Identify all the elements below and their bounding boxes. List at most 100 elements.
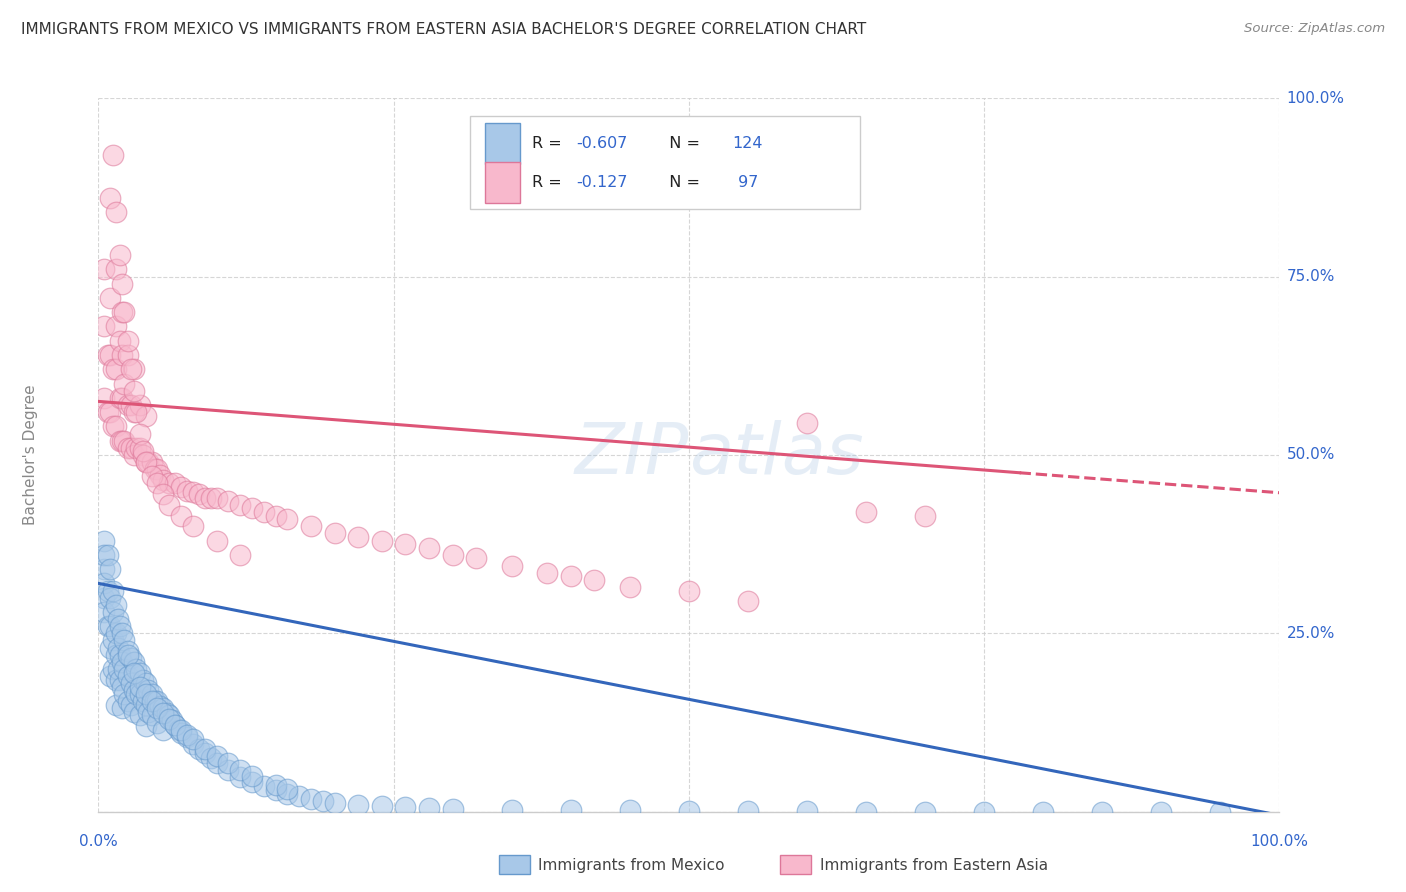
Point bbox=[111, 305, 134, 319]
Point bbox=[107, 662, 129, 676]
Text: 0.0%: 0.0% bbox=[79, 834, 118, 849]
Point bbox=[136, 683, 159, 698]
Text: Bachelor's Degree: Bachelor's Degree bbox=[24, 384, 38, 525]
Point bbox=[98, 640, 121, 655]
Point bbox=[136, 455, 159, 469]
Point bbox=[143, 462, 166, 476]
Point bbox=[146, 701, 169, 715]
Point bbox=[108, 391, 131, 405]
Point bbox=[135, 698, 157, 712]
Point bbox=[122, 683, 145, 698]
Text: N =: N = bbox=[659, 136, 706, 152]
Point bbox=[146, 715, 169, 730]
Text: -0.607: -0.607 bbox=[576, 136, 628, 152]
Point bbox=[135, 676, 157, 690]
Point bbox=[112, 662, 135, 676]
Point bbox=[101, 662, 124, 676]
Point bbox=[141, 455, 163, 469]
Point bbox=[128, 687, 150, 701]
Point bbox=[93, 391, 115, 405]
Point bbox=[117, 644, 139, 658]
Point bbox=[152, 706, 174, 721]
Point bbox=[152, 487, 174, 501]
Point bbox=[205, 749, 228, 764]
Point bbox=[1150, 805, 1173, 819]
Point bbox=[98, 669, 121, 683]
Point bbox=[170, 723, 193, 737]
Point bbox=[111, 626, 134, 640]
Point bbox=[101, 633, 124, 648]
Point bbox=[135, 719, 157, 733]
Point bbox=[98, 619, 121, 633]
Point bbox=[157, 712, 180, 726]
Point bbox=[165, 717, 187, 731]
Point bbox=[101, 583, 124, 598]
Point bbox=[128, 708, 150, 723]
Point bbox=[240, 769, 263, 783]
Point bbox=[187, 487, 209, 501]
Point bbox=[678, 583, 700, 598]
Point bbox=[253, 505, 276, 519]
Point bbox=[135, 455, 157, 469]
Point bbox=[98, 291, 121, 305]
Point bbox=[117, 694, 139, 708]
Point bbox=[105, 626, 128, 640]
Point bbox=[105, 673, 128, 687]
Point bbox=[112, 376, 135, 391]
Point bbox=[125, 441, 148, 455]
Point bbox=[288, 789, 311, 803]
Point bbox=[619, 803, 641, 817]
Point bbox=[165, 717, 187, 731]
Point bbox=[97, 619, 120, 633]
Point bbox=[136, 705, 159, 719]
Point bbox=[560, 569, 582, 583]
Point bbox=[117, 334, 139, 348]
Point bbox=[121, 441, 143, 455]
Text: 124: 124 bbox=[733, 136, 763, 152]
Point bbox=[240, 501, 263, 516]
Point bbox=[200, 491, 222, 505]
Point bbox=[93, 319, 115, 334]
Point bbox=[394, 537, 416, 551]
Point bbox=[187, 742, 209, 756]
Text: 100.0%: 100.0% bbox=[1250, 834, 1309, 849]
Point bbox=[205, 533, 228, 548]
Point bbox=[128, 426, 150, 441]
Point bbox=[194, 742, 217, 756]
Point bbox=[98, 562, 121, 576]
Point bbox=[914, 508, 936, 523]
Point bbox=[93, 562, 115, 576]
Point bbox=[141, 694, 163, 708]
Point bbox=[205, 756, 228, 771]
Point bbox=[418, 801, 440, 815]
Point bbox=[108, 648, 131, 662]
Point bbox=[276, 787, 298, 801]
Point bbox=[176, 483, 198, 498]
Point bbox=[98, 405, 121, 419]
Point bbox=[111, 701, 134, 715]
Point bbox=[128, 398, 150, 412]
Point bbox=[121, 698, 143, 712]
Point bbox=[229, 764, 252, 778]
Point bbox=[135, 409, 157, 423]
Point bbox=[128, 680, 150, 694]
Bar bbox=[485, 123, 520, 164]
Text: ZIP: ZIP bbox=[575, 420, 689, 490]
Point bbox=[1032, 805, 1054, 819]
Point bbox=[152, 473, 174, 487]
Text: -0.127: -0.127 bbox=[576, 175, 628, 190]
Point bbox=[347, 797, 370, 812]
Point bbox=[132, 448, 155, 462]
Point bbox=[914, 805, 936, 819]
Point bbox=[299, 519, 322, 533]
Point bbox=[312, 794, 335, 808]
Point bbox=[240, 774, 263, 789]
Point bbox=[167, 723, 190, 737]
Point bbox=[560, 803, 582, 817]
Point bbox=[121, 362, 143, 376]
Point bbox=[371, 533, 394, 548]
Point bbox=[125, 687, 148, 701]
Point bbox=[156, 706, 179, 721]
Text: 100.0%: 100.0% bbox=[1286, 91, 1344, 105]
Text: 97: 97 bbox=[733, 175, 758, 190]
